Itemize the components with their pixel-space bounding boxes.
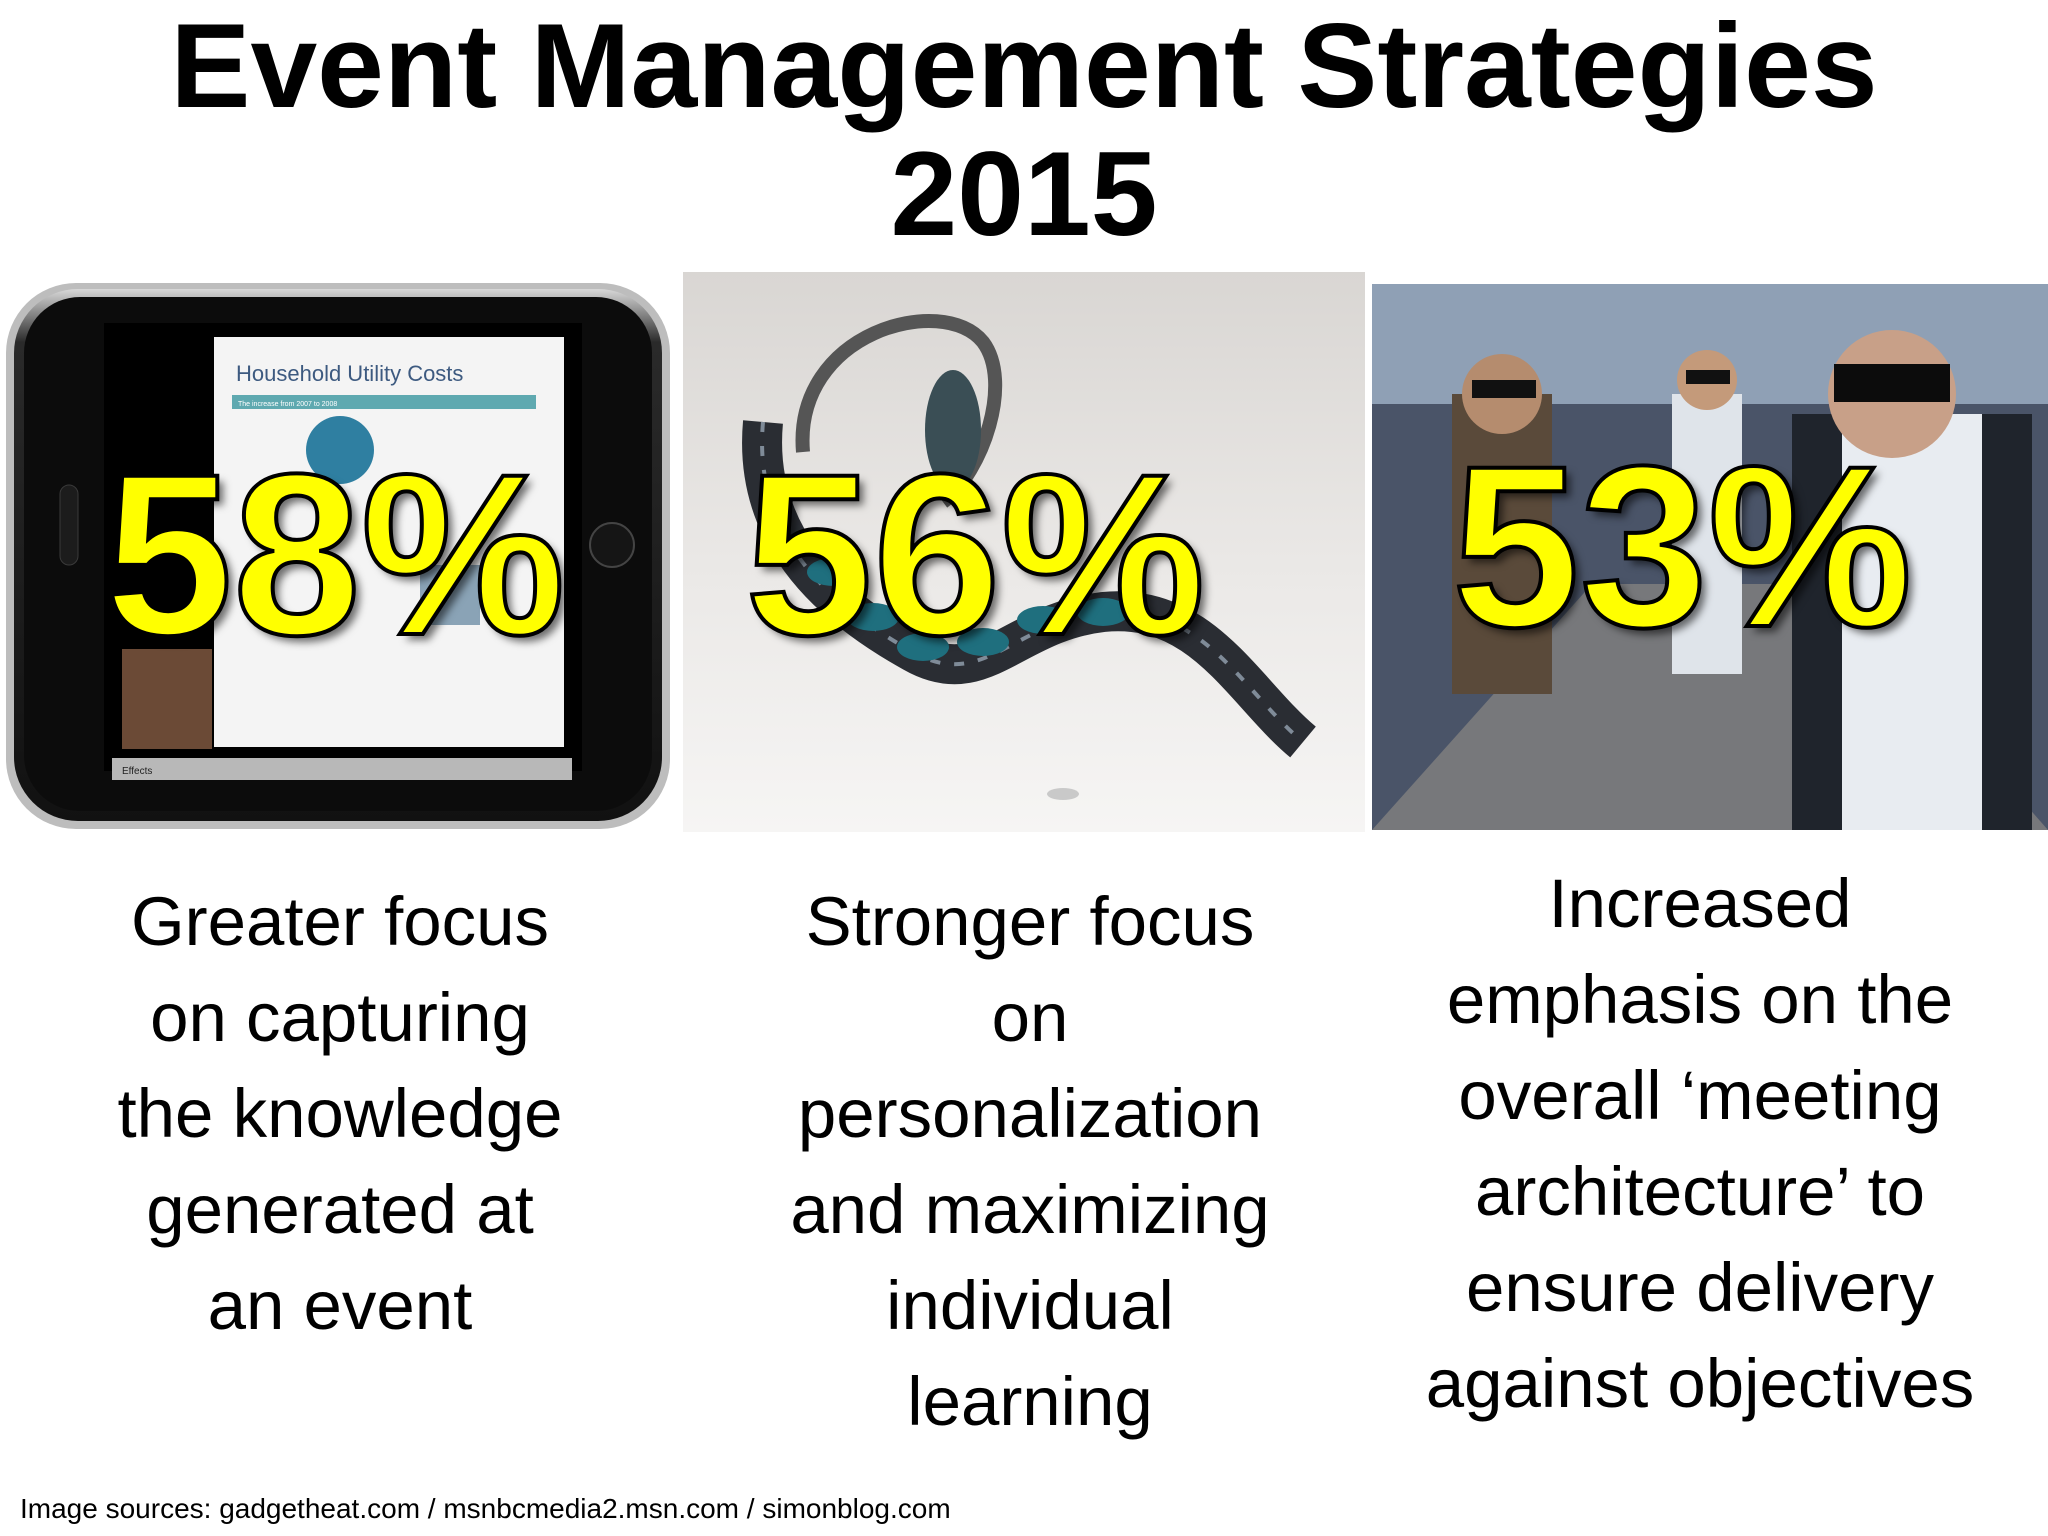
desc-line: on <box>991 979 1069 1056</box>
desc-line: Increased <box>1548 865 1852 942</box>
desc-line: learning <box>907 1363 1153 1440</box>
image-sources: Image sources: gadgetheat.com / msnbcmed… <box>20 1493 951 1524</box>
desc-line: on capturing <box>150 979 530 1056</box>
tablet-photo: Household Utility Costs The increase fro… <box>0 275 680 845</box>
lounge-chair-illustration <box>742 314 1317 800</box>
desc-line: emphasis on the <box>1446 961 1954 1038</box>
description-personalization: Stronger focus on personalization and ma… <box>700 874 1360 1450</box>
percent-53: 53% <box>1450 418 1914 675</box>
percent-58: 58% <box>103 426 567 683</box>
percent-56: 56% <box>743 426 1207 683</box>
desc-line: ensure delivery <box>1466 1249 1934 1326</box>
chair-photo <box>683 272 1365 832</box>
desc-line: individual <box>886 1267 1174 1344</box>
vr-photo <box>1372 284 2048 830</box>
desc-line: personalization <box>797 1075 1263 1152</box>
description-knowledge: Greater focus on capturing the knowledge… <box>20 874 660 1354</box>
screen-button-label: Effects <box>122 766 152 777</box>
description-architecture: Increased emphasis on the overall ‘meeti… <box>1370 856 2030 1432</box>
desc-line: generated at <box>146 1171 534 1248</box>
vr-people-illustration <box>1372 284 2048 830</box>
desc-line: the knowledge <box>117 1075 563 1152</box>
desc-line: overall ‘meeting <box>1458 1057 1942 1134</box>
desc-line: an event <box>207 1267 473 1344</box>
screen-subtitle: The increase from 2007 to 2008 <box>238 401 337 408</box>
tablet-illustration: Household Utility Costs The increase fro… <box>6 283 670 829</box>
slide-title: Event Management Strategies 2015 <box>0 0 2048 258</box>
title-line-1: Event Management Strategies <box>170 0 1878 133</box>
desc-line: against objectives <box>1425 1345 1975 1422</box>
desc-line: Stronger focus <box>805 883 1255 960</box>
desc-line: architecture’ to <box>1475 1153 1925 1230</box>
desc-line: Greater focus <box>130 883 549 960</box>
title-line-2: 2015 <box>890 127 1158 261</box>
desc-line: and maximizing <box>790 1171 1270 1248</box>
screen-title: Household Utility Costs <box>236 361 463 386</box>
